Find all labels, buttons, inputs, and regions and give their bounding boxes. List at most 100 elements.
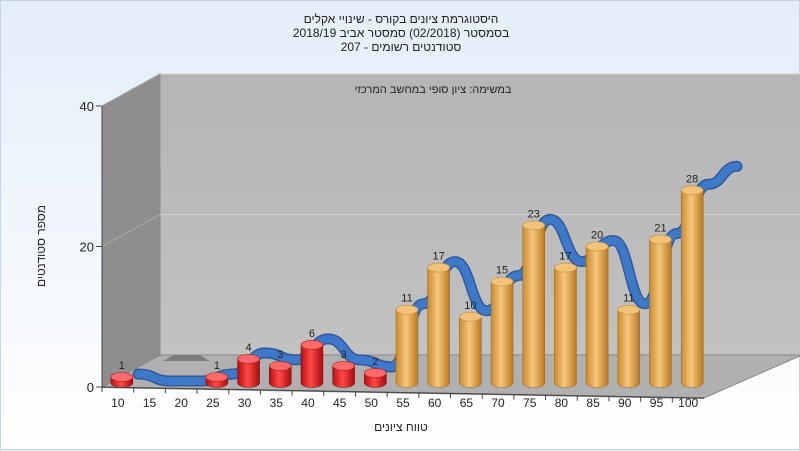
- y-tick-label-40: 40: [80, 99, 94, 114]
- data-label-50: 2: [372, 356, 378, 368]
- title-line-1: היסטוגרמת ציונים בקורס - שינויי אקלים: [304, 12, 499, 26]
- x-tick-label-55: 55: [396, 396, 410, 410]
- bar-cap-70: [490, 276, 514, 287]
- x-tick-label-65: 65: [460, 396, 474, 410]
- x-tick-label-15: 15: [143, 396, 157, 410]
- data-label-30: 4: [246, 342, 252, 354]
- bar-body-100: [680, 190, 704, 388]
- data-label-60: 17: [433, 251, 445, 263]
- bar-10: [110, 372, 134, 388]
- chart-title: היסטוגרמת ציונים בקורס - שינויי אקלים בס…: [293, 12, 509, 54]
- title-line-2: בסמסטר (02/2018) סמסטר אביב 2018/19: [293, 26, 509, 40]
- x-tick-label-20: 20: [175, 396, 189, 410]
- data-label-80: 17: [559, 251, 571, 263]
- data-label-65: 10: [464, 300, 476, 312]
- bar-body-80: [554, 267, 577, 388]
- data-label-25: 1: [214, 360, 220, 372]
- title-line-3: סטודנטים רשומים - 207: [341, 40, 462, 54]
- y-tick-label-20: 20: [80, 240, 94, 255]
- data-label-85: 20: [591, 230, 603, 242]
- x-tick-label-30: 30: [238, 396, 252, 410]
- bar-55: [395, 304, 419, 388]
- bar-body-35: [269, 365, 292, 388]
- bar-90: [617, 304, 641, 388]
- x-tick-label-25: 25: [206, 396, 220, 410]
- bar-cap-40: [300, 340, 324, 350]
- x-tick-label-95: 95: [650, 396, 664, 410]
- x-tick-label-10: 10: [111, 396, 125, 410]
- data-label-100: 28: [686, 173, 698, 185]
- y-axis-label: מספר סטודנטים: [34, 205, 48, 287]
- bar-35: [268, 361, 292, 388]
- data-label-45: 3: [341, 349, 347, 361]
- bar-80: [554, 262, 577, 388]
- bar-body-65: [459, 316, 482, 388]
- bar-cap-100: [680, 185, 704, 196]
- bar-cap-85: [585, 241, 609, 252]
- gridline-left-20: [101, 214, 161, 247]
- data-label-75: 23: [528, 208, 540, 220]
- bar-cap-90: [617, 304, 641, 315]
- bar-cap-25: [205, 372, 229, 382]
- x-tick-label-50: 50: [365, 396, 379, 410]
- x-tick-label-70: 70: [491, 396, 505, 410]
- bar-cap-50: [364, 368, 387, 378]
- bar-70: [490, 276, 514, 388]
- x-tick-label-60: 60: [428, 396, 442, 410]
- gridline-left-40: [101, 73, 161, 107]
- data-label-70: 15: [496, 265, 508, 277]
- data-label-35: 3: [277, 349, 283, 361]
- bar-cap-10: [110, 372, 134, 382]
- bar-95: [649, 234, 672, 388]
- bar-cap-55: [395, 304, 419, 315]
- data-label-10: 1: [119, 360, 125, 372]
- x-tick-label-100: 100: [678, 396, 698, 410]
- bar-45: [332, 361, 355, 388]
- bar-cap-75: [522, 220, 546, 231]
- bar-75: [522, 220, 546, 388]
- bar-25: [205, 372, 229, 388]
- zero-plate: [163, 355, 210, 361]
- bar-50: [364, 368, 387, 388]
- x-tick-label-45: 45: [333, 396, 347, 410]
- bar-cap-80: [554, 262, 577, 273]
- x-tick-label-40: 40: [301, 396, 315, 410]
- bar-40: [300, 340, 324, 388]
- bar-body-40: [300, 344, 324, 388]
- chart-annotation: במשימה: ציון סופי במחשב המרכזי: [355, 84, 512, 96]
- y-tick-label-0: 0: [87, 380, 94, 395]
- bar-body-75: [522, 225, 545, 388]
- data-label-95: 21: [654, 222, 666, 234]
- bar-body-30: [237, 358, 260, 388]
- bar-cap-30: [237, 354, 260, 364]
- bar-85: [585, 241, 609, 388]
- bar-cap-65: [459, 311, 482, 322]
- x-tick-label-75: 75: [523, 396, 537, 410]
- x-tick-label-80: 80: [555, 396, 569, 410]
- bar-cap-35: [268, 361, 292, 371]
- bar-60: [427, 262, 450, 388]
- axes: 0 20 40 10 15 20 25 30 35 40 45 50 55 60 65 70 75 80 85 90 9…: [80, 99, 705, 410]
- x-axis-line: [101, 386, 705, 399]
- x-tick-label-90: 90: [618, 396, 632, 410]
- bar-30: [237, 354, 260, 388]
- data-label-90: 11: [623, 293, 634, 305]
- data-label-55: 11: [401, 293, 412, 305]
- bar-body-45: [332, 365, 355, 388]
- bar-body-60: [427, 267, 450, 388]
- x-axis-label: טווח ציונים: [374, 420, 428, 434]
- data-label-40: 6: [309, 328, 315, 340]
- bar-body-95: [649, 239, 672, 388]
- bar-body-70: [490, 281, 514, 388]
- bar-cap-45: [332, 361, 355, 371]
- bar-body-90: [617, 309, 641, 388]
- x-tick-label-35: 35: [270, 396, 284, 410]
- bar-body-85: [585, 246, 609, 388]
- bar-100: [680, 185, 704, 388]
- bar-cap-95: [649, 234, 672, 245]
- x-tick-label-85: 85: [586, 396, 600, 410]
- bar-65: [459, 311, 482, 388]
